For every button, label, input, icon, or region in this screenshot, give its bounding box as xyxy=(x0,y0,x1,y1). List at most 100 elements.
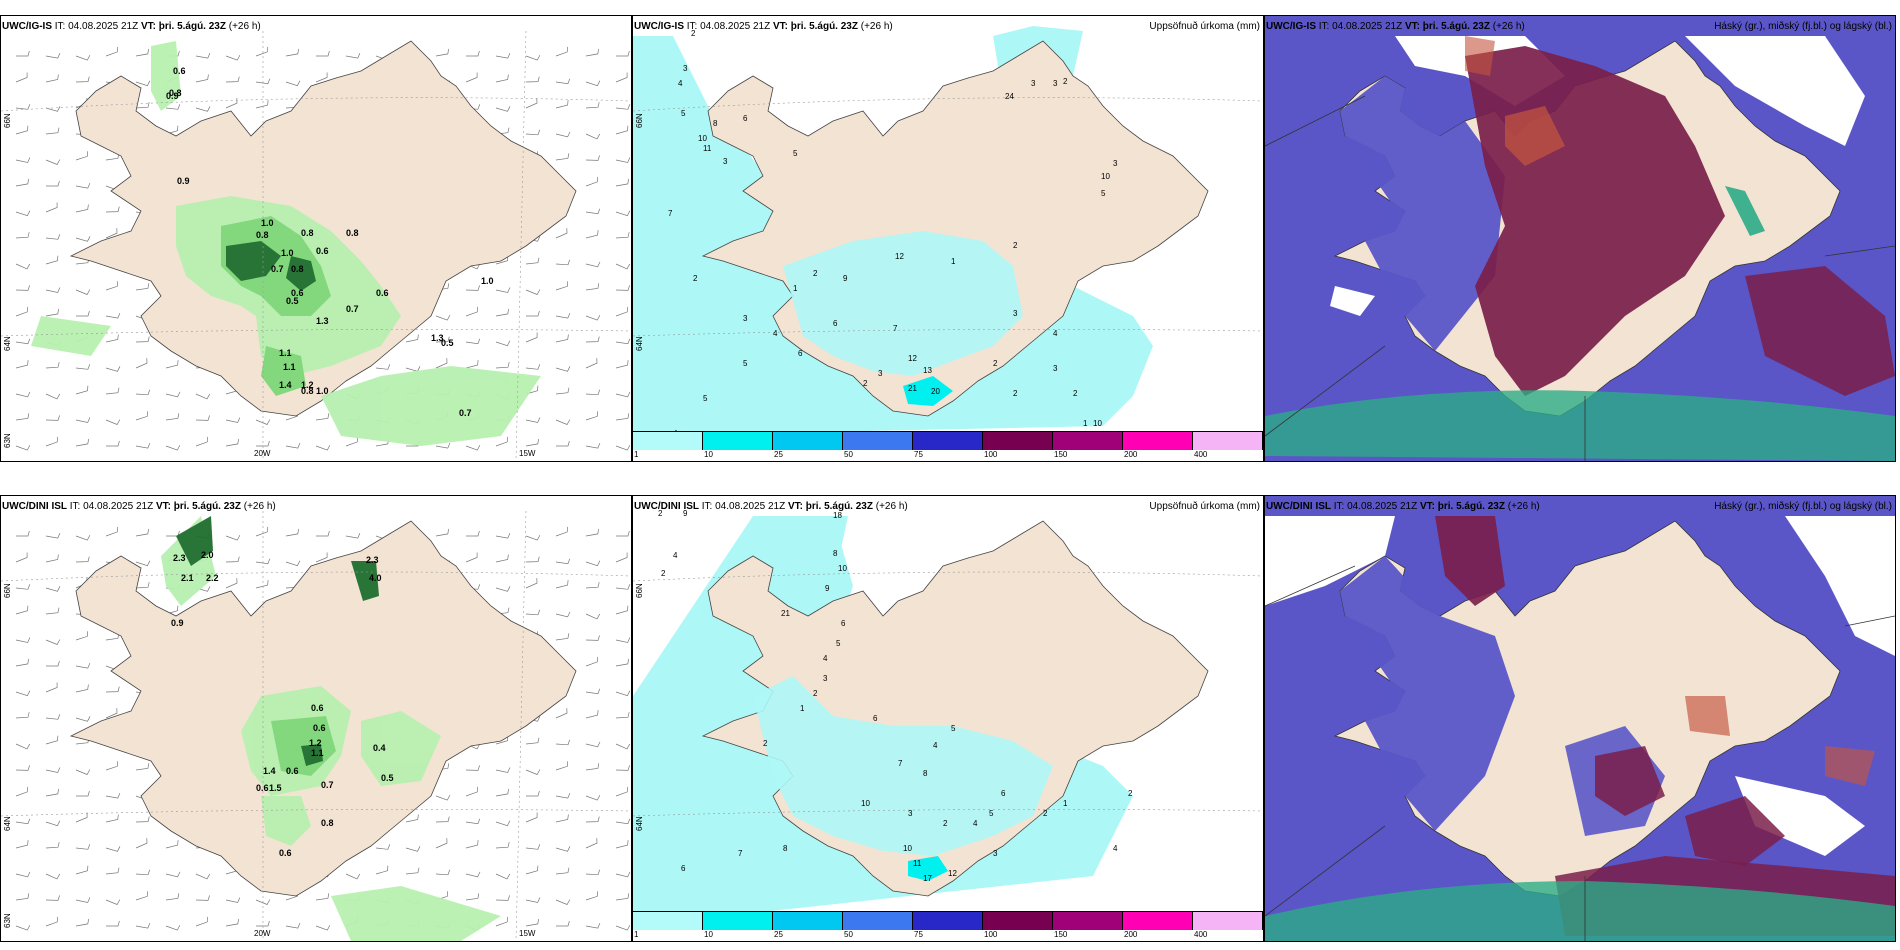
wind-barb xyxy=(105,792,121,799)
init-time: IT: 04.08.2025 21Z xyxy=(52,21,141,32)
precip-value-label: 3 xyxy=(823,674,828,683)
wind-barb xyxy=(135,442,151,449)
precip-value-label: 3 xyxy=(908,809,913,818)
wind-barb xyxy=(345,532,361,539)
wind-barb xyxy=(315,924,331,931)
cloud-green-band xyxy=(1265,881,1895,941)
wind-barb xyxy=(465,818,481,825)
lat-label-64: 64N xyxy=(3,816,12,831)
precip-value-label: 8 xyxy=(923,769,928,778)
wind-barb xyxy=(45,127,60,135)
wind-barb xyxy=(495,554,509,563)
wind-barb xyxy=(345,436,358,447)
wind-barb xyxy=(555,228,568,239)
lat-label-64: 64N xyxy=(635,336,644,351)
lead-time: (+26 h) xyxy=(857,21,893,32)
wind-barb xyxy=(585,613,601,620)
wind-barb xyxy=(46,180,60,187)
wind-barb xyxy=(556,440,570,447)
precip-map-top: 2345681011357212345691273212345612132120… xyxy=(633,26,1263,438)
precip-value-label: 0.7 xyxy=(271,264,284,274)
lat-label-64: 64N xyxy=(635,816,644,831)
wind-barb xyxy=(585,869,601,876)
panel-title: Háský (gr.), miðský (fj.bl.) og lágský (… xyxy=(1714,21,1892,32)
wind-barb xyxy=(315,413,330,421)
precip-value-label: 7 xyxy=(893,324,898,333)
model-name: UWC/IG-IS xyxy=(1266,21,1316,32)
wind-barb xyxy=(525,98,538,109)
wind-barb xyxy=(615,157,631,163)
legend-tick-label: 400 xyxy=(1194,930,1208,939)
wind-barb xyxy=(615,818,631,825)
wind-barb xyxy=(585,794,601,801)
precip-value-label: 2 xyxy=(863,379,868,388)
wind-barb xyxy=(435,48,449,57)
wind-barb xyxy=(495,106,511,112)
wind-barb xyxy=(465,444,481,451)
init-time: IT: 04.08.2025 21Z xyxy=(699,501,788,512)
panel-bot-wind: 2.3 2.0 2.1 2.2 0.9 2.3 4.0 0.6 0.6 1.2 1.1 1.4 0.6 0… xyxy=(0,495,632,942)
wind-barb xyxy=(225,578,238,589)
wind-barb xyxy=(15,712,30,719)
wind-barb xyxy=(135,389,151,396)
precip-value-label: 10 xyxy=(1093,419,1102,428)
wind-barb xyxy=(555,334,569,343)
wind-barb xyxy=(585,102,600,109)
wind-barb xyxy=(195,916,208,927)
wind-barb xyxy=(465,786,478,797)
wind-barb xyxy=(555,633,570,641)
precip-value-label: 1 xyxy=(800,704,805,713)
legend-swatch xyxy=(983,432,1053,450)
wind-barb xyxy=(316,50,330,57)
wind-barb xyxy=(135,891,148,901)
precip-value-label: 5 xyxy=(989,809,994,818)
wind-barb xyxy=(45,916,58,927)
precip-value-label: 0.6 xyxy=(291,288,304,298)
precip-value-label: 1.2 xyxy=(309,738,322,748)
wind-barb xyxy=(255,78,271,85)
wind-barb xyxy=(615,712,630,719)
cloud-high-orange xyxy=(1465,36,1495,76)
precip-value-label: 8 xyxy=(783,844,788,853)
wind-barb xyxy=(75,364,91,370)
wind-barb xyxy=(585,582,600,589)
wind-barb xyxy=(555,899,571,905)
wind-barb xyxy=(525,438,539,447)
precip-value-labels: 0.60.80.90.91.00.8 0.8 0.81.0 0.60.7 0.80.60… xyxy=(166,66,494,418)
precip-value-label: 4 xyxy=(1113,844,1118,853)
wind-barb xyxy=(75,182,91,189)
wind-barb xyxy=(525,257,540,265)
wind-barb xyxy=(495,308,509,317)
wind-barb xyxy=(525,289,541,295)
wind-barb xyxy=(45,735,59,745)
wind-barb xyxy=(15,360,29,369)
wind-barb xyxy=(585,411,598,421)
wind-barb xyxy=(135,922,151,929)
wind-barb xyxy=(225,54,241,61)
wind-barb xyxy=(195,873,211,880)
wind-barb xyxy=(45,586,61,592)
wind-barb xyxy=(615,840,629,849)
precip-value-label: 5 xyxy=(703,394,708,403)
wind-barb xyxy=(525,865,539,875)
wind-barb xyxy=(495,820,511,827)
wind-barb xyxy=(45,234,61,240)
wind-barb xyxy=(106,920,120,927)
precip-value-label: 11 xyxy=(703,144,712,153)
legend-swatch xyxy=(1053,432,1123,450)
wind-barb xyxy=(495,788,509,797)
precip-value-label: 8 xyxy=(833,549,838,558)
wind-barb xyxy=(615,338,631,345)
precip-value-label: 7 xyxy=(668,209,673,218)
panel-bot-precip: 2942188109654321212645781011171232124567… xyxy=(632,495,1264,942)
wind-barb xyxy=(585,176,598,187)
wind-barb xyxy=(255,100,269,109)
precip-value-label: 0.6 xyxy=(173,66,186,76)
legend-tick-label: 100 xyxy=(984,930,998,939)
cloud-mid xyxy=(1340,76,1505,351)
wind-barb xyxy=(45,415,60,421)
valid-time-label: VT: xyxy=(772,21,788,32)
wind-barb xyxy=(135,560,151,567)
wind-barb xyxy=(585,336,600,343)
wind-barb xyxy=(15,786,28,797)
